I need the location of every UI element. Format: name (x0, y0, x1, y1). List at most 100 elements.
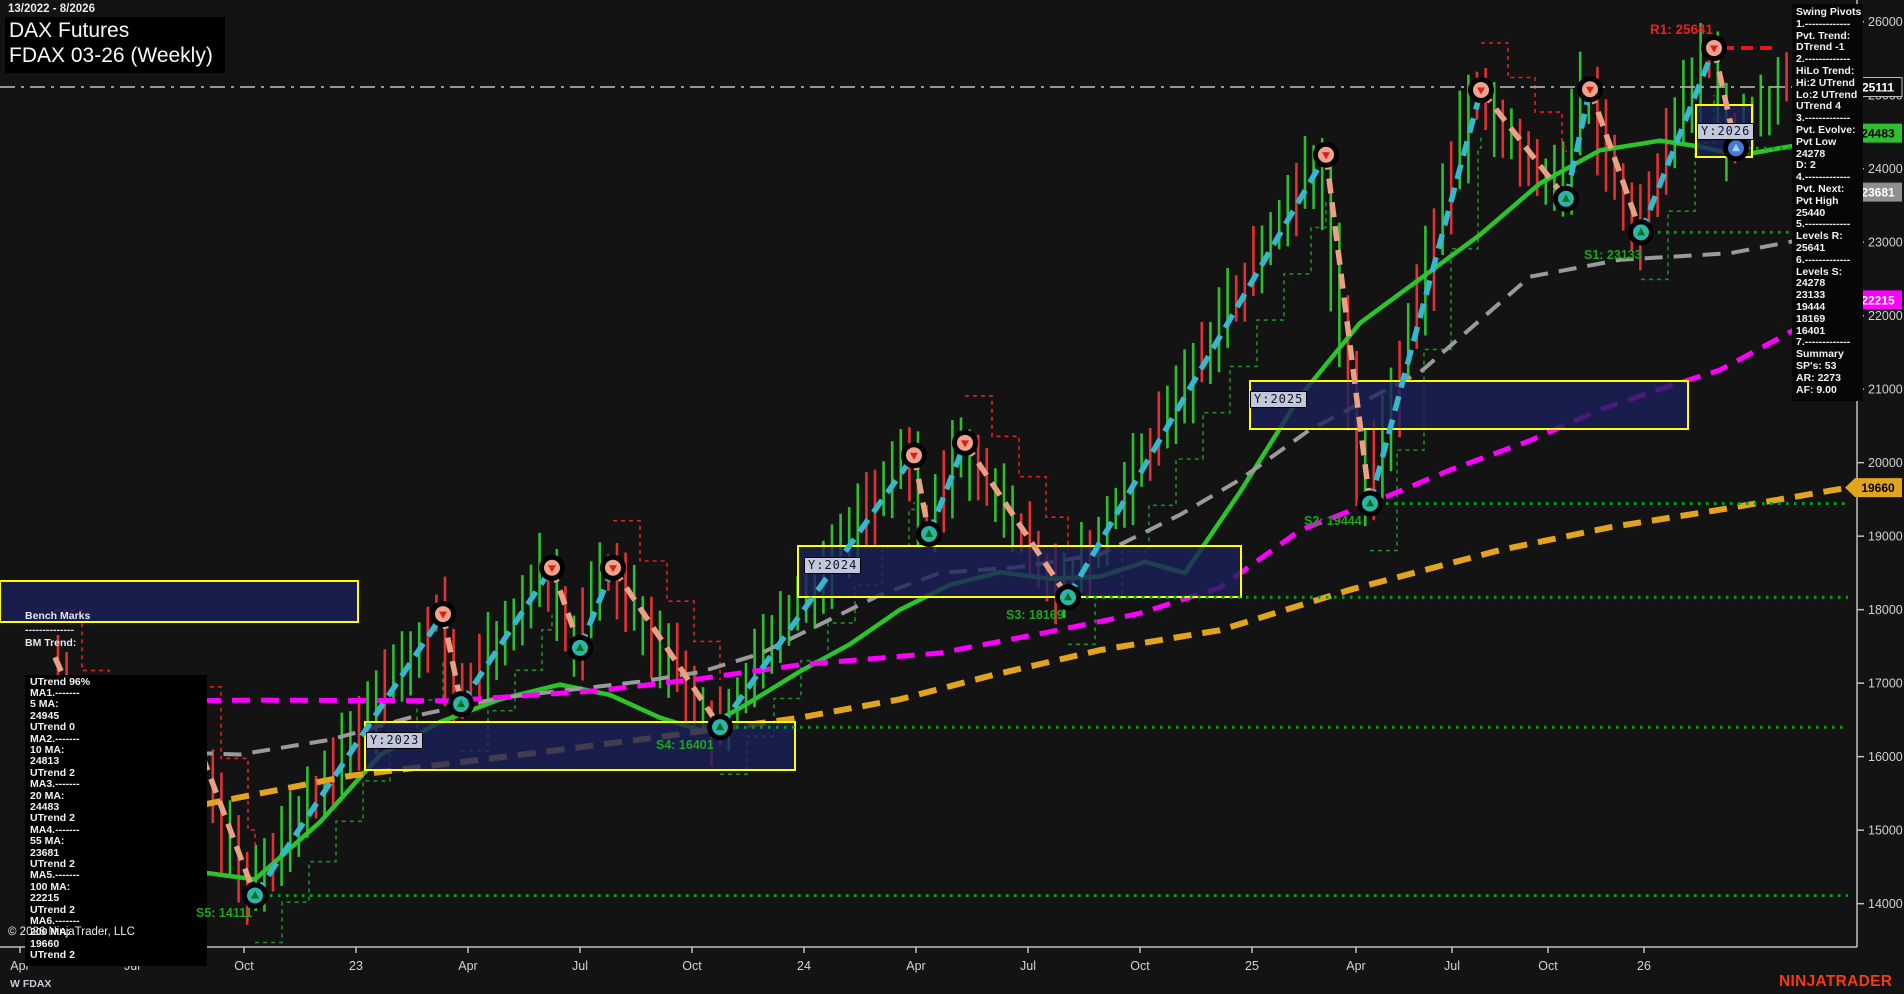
swing-line: Pvt Low (1796, 135, 1837, 148)
swing-line: 24278 (1796, 277, 1826, 290)
x-axis-tick-label: Oct (1538, 959, 1558, 973)
bench-line: 10 MA: (30, 743, 65, 756)
x-axis[interactable]: Apr Jul Oct 23 Apr Jul Oct 24 Apr Jul Oct 25 Apr Jul O… (0, 946, 1857, 973)
swing-line: 18169 (1796, 312, 1826, 325)
y-axis-tick-label: 18000 (1868, 603, 1903, 617)
bench-line: MA2.------- (30, 732, 80, 745)
candles (56, 22, 1788, 925)
y-axis-tick-label: 24000 (1868, 162, 1903, 176)
bench-line: 100 MA: (30, 880, 71, 893)
year-box-chip[interactable]: Y:2024 (804, 557, 862, 574)
support-level-label: S5: 14111 (196, 906, 253, 920)
swing-line: 1.------------- (1796, 17, 1851, 30)
bench-line: UTrend 2 (30, 812, 75, 825)
bench-line: 19660 (30, 937, 60, 950)
copyright-notice: © 2026 NinjaTrader, LLC (8, 926, 135, 938)
bench-line: 55 MA: (30, 835, 65, 848)
year-box-chip[interactable]: Y:2023 (366, 732, 424, 749)
x-axis-tick-label: Apr (906, 959, 925, 973)
y-axis-tick-label: 17000 (1868, 677, 1903, 691)
x-axis-tick-label: Apr (458, 959, 477, 973)
bench-line: UTrend 96% (30, 675, 91, 688)
year-box-chip[interactable]: Y:2026 (1697, 123, 1755, 140)
swing-line: 19444 (1796, 300, 1826, 313)
swing-line: AR: 2273 (1796, 371, 1841, 384)
swing-line: Levels S: (1796, 265, 1843, 278)
y-axis-tick-label: 16000 (1868, 750, 1903, 764)
swing-line: UTrend 4 (1796, 100, 1841, 113)
x-axis-tick-label: 23 (349, 959, 363, 973)
y-axis-tick-label: 19000 (1868, 530, 1903, 544)
year-box-chip[interactable]: Y:2025 (1250, 391, 1308, 408)
x-axis-tick-label: Jul (572, 959, 588, 973)
swing-line: 3.------------- (1796, 112, 1851, 125)
swing-line: 6.------------- (1796, 253, 1851, 266)
swing-line: HiLo Trend: (1796, 64, 1855, 77)
bench-marks-panel: Bench Marks -------------- BM Trend: UTren… (25, 586, 207, 990)
price-axis-tag: 19660 (1861, 481, 1895, 495)
bench-line: UTrend 2 (30, 903, 75, 916)
x-axis-tick-label: Jul (1020, 959, 1036, 973)
bench-line: 23681 (30, 846, 60, 859)
swing-line: SP's: 53 (1796, 359, 1837, 372)
swing-line: Summary (1796, 348, 1844, 361)
ninjatrader-logo: NINJATRADER (1779, 973, 1893, 990)
resistance-label: R1: 25641 (1650, 22, 1714, 37)
swing-pivots-panel: Swing Pivots 1.------------- Pvt. Trend: DT… (1792, 4, 1863, 402)
bench-line: MA3.------- (30, 778, 80, 791)
price-axis-tag: 25111 (1862, 81, 1894, 95)
bench-line: MA6.------- (30, 915, 80, 928)
x-axis-tick-label: 24 (797, 959, 811, 973)
y-axis-tick-label: 15000 (1868, 824, 1903, 838)
swing-line: Pvt. Next: (1796, 182, 1845, 195)
x-axis-tick-label: Oct (1130, 959, 1150, 973)
bench-line: UTrend 2 (30, 858, 75, 870)
bench-line: MA5.------- (30, 869, 80, 882)
swing-line: 5.------------- (1796, 218, 1851, 231)
bench-line: 20 MA: (30, 789, 65, 802)
bench-line: BM Trend: (25, 637, 77, 649)
bench-line: MA1.------- (30, 686, 80, 699)
y-axis-tick-label: 23000 (1868, 236, 1903, 250)
support-level-label: S3: 18169 (1006, 608, 1064, 622)
bench-line: 5 MA: (30, 698, 59, 711)
support-level-lines (262, 146, 1848, 897)
swing-line: Pvt. Evolve: (1796, 123, 1856, 136)
swing-line: 2.------------- (1796, 53, 1851, 66)
bench-line: 200 MA: (30, 926, 71, 939)
swing-line: D: 2 (1796, 159, 1816, 172)
bench-line: 24945 (30, 709, 60, 722)
swing-line: Swing Pivots (1796, 6, 1862, 18)
swing-line: 23133 (1796, 289, 1826, 302)
tab-w-fdax[interactable]: W FDAX (10, 978, 52, 990)
bench-line: 24813 (30, 755, 60, 768)
swing-line: 24278 (1796, 147, 1826, 160)
y-axis-tick-label: 21000 (1868, 383, 1903, 397)
y-axis-tick-label: 26000 (1868, 15, 1903, 29)
y-axis-tick-label: 20000 (1868, 456, 1903, 470)
support-level-label: S2: 19444 (1304, 514, 1362, 528)
bench-line: UTrend 0 (30, 721, 75, 734)
contract-series: FDAX 03-26 (Weekly) (9, 44, 213, 67)
bench-line: 22215 (30, 892, 60, 905)
price-axis-tag: 22215 (1861, 293, 1895, 307)
year-boxes (0, 104, 1753, 771)
bench-line: -------------- (25, 623, 74, 636)
swing-line: Pvt High (1796, 194, 1839, 207)
visible-date-range: 13/2022 - 8/2026 (8, 3, 95, 15)
swing-line: Hi:2 UTrend (1796, 76, 1855, 89)
swing-line: Levels R: (1796, 230, 1843, 243)
support-level-label: S4: 16401 (656, 738, 714, 752)
instrument-title: DAX Futures FDAX 03-26 (Weekly) (5, 17, 225, 73)
swing-line: 4.------------- (1796, 171, 1851, 184)
price-axis-tag: 24483 (1861, 127, 1895, 141)
swing-line: Lo:2 UTrend (1796, 88, 1858, 101)
x-axis-tick-label: Jul (1444, 959, 1460, 973)
instrument-name: DAX Futures (9, 19, 130, 42)
y-axis-tick-label: 14000 (1868, 897, 1903, 911)
swing-line: DTrend -1 (1796, 41, 1845, 54)
swing-line: AF: 9.00 (1796, 383, 1837, 396)
x-axis-tick-label: 25 (1245, 959, 1259, 973)
